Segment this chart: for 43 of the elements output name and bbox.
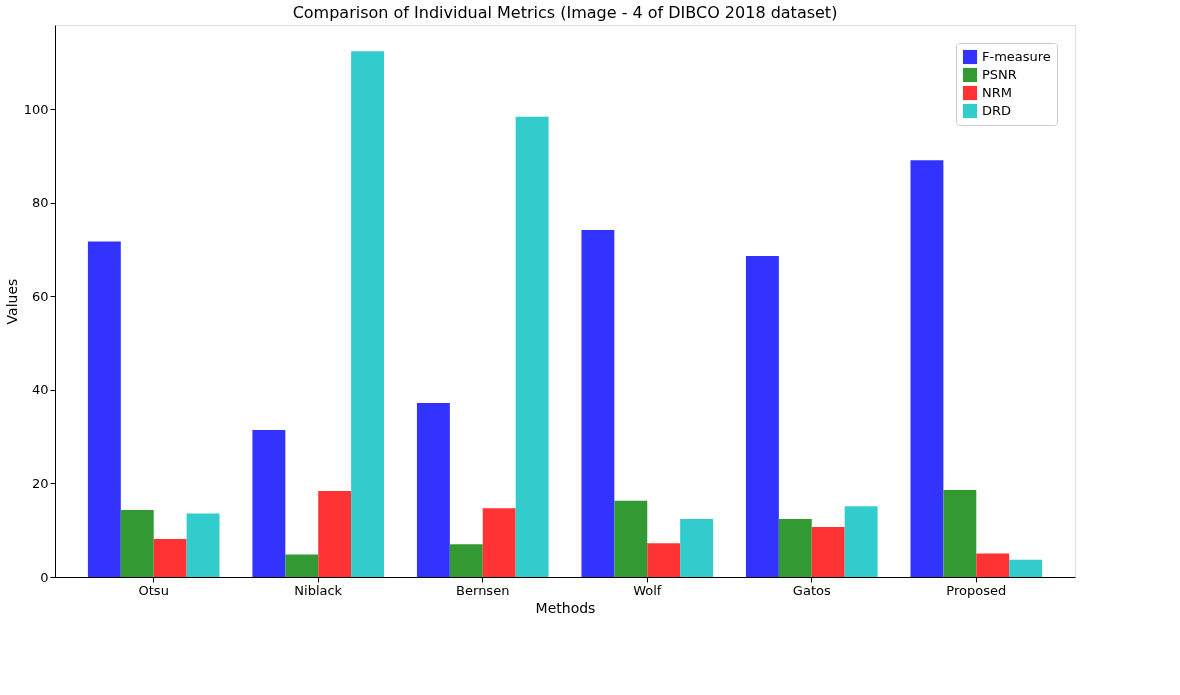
bar bbox=[1009, 559, 1043, 577]
y-tick-label: 100 bbox=[23, 101, 49, 117]
bar bbox=[910, 160, 944, 577]
bar bbox=[186, 513, 220, 577]
y-tick-label: 60 bbox=[31, 288, 49, 304]
chart-title: Comparison of Individual Metrics (Image - 4 of DIBCO 2018 dataset) bbox=[292, 3, 838, 22]
legend-label: NRM bbox=[982, 85, 1012, 100]
x-axis-title: Methods bbox=[535, 599, 596, 616]
bar bbox=[87, 241, 121, 577]
legend-label: PSNR bbox=[982, 67, 1017, 82]
bar bbox=[153, 539, 187, 577]
x-tick-label: Otsu bbox=[138, 582, 169, 598]
bar bbox=[976, 553, 1010, 577]
bar bbox=[844, 506, 878, 577]
y-axis-title: Values bbox=[3, 278, 20, 325]
bar bbox=[943, 489, 977, 577]
bar bbox=[351, 51, 385, 577]
bar bbox=[745, 256, 779, 577]
bar bbox=[811, 526, 845, 577]
x-tick-label: Gatos bbox=[792, 582, 831, 598]
bar bbox=[285, 554, 319, 577]
x-tick-label: Niblack bbox=[294, 582, 343, 598]
bar bbox=[120, 510, 154, 577]
bar bbox=[482, 508, 516, 577]
x-tick-label: Proposed bbox=[946, 582, 1007, 598]
bar bbox=[614, 500, 648, 577]
bar bbox=[416, 402, 450, 577]
y-tick-label: 40 bbox=[31, 382, 49, 398]
y-tick-label: 80 bbox=[31, 195, 49, 211]
y-tick-label: 0 bbox=[40, 569, 49, 585]
bar bbox=[778, 518, 812, 577]
bar bbox=[252, 430, 286, 577]
legend-label: F-measure bbox=[982, 49, 1051, 64]
bar bbox=[680, 518, 714, 577]
bar bbox=[515, 116, 549, 577]
bar bbox=[449, 544, 483, 577]
legend-label: DRD bbox=[982, 103, 1012, 118]
y-tick-label: 20 bbox=[31, 475, 49, 491]
bar bbox=[318, 490, 352, 577]
bar bbox=[647, 543, 681, 577]
bar bbox=[581, 229, 615, 577]
x-tick-label: Wolf bbox=[633, 582, 662, 598]
x-tick-label: Bernsen bbox=[456, 582, 510, 598]
